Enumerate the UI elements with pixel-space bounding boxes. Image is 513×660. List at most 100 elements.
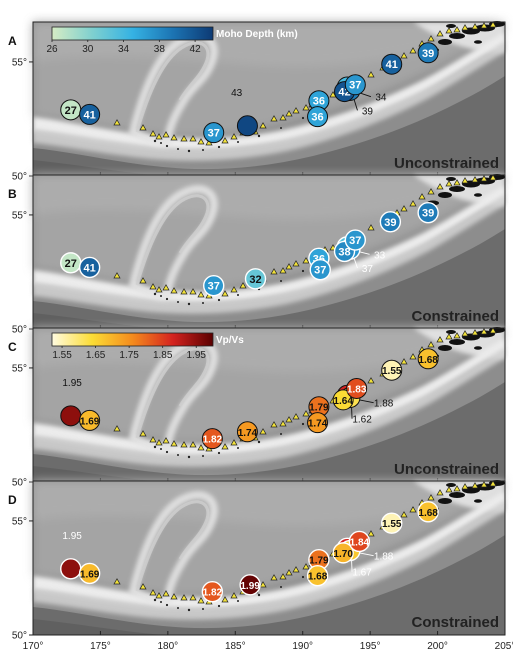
- station-circle: [381, 53, 403, 75]
- station-value-label: 1.68: [418, 355, 438, 366]
- volcano-icon: [471, 176, 479, 183]
- volcano-icon: [149, 130, 157, 137]
- volcano-icon: [400, 52, 408, 59]
- colorbar-tick-label: 1.65: [86, 350, 106, 361]
- station-circle: [239, 574, 261, 596]
- volcano-icon: [170, 593, 178, 600]
- station-value-label: 1.64: [333, 396, 353, 407]
- station-marker: 41: [381, 53, 403, 75]
- station-marker: 1.69: [79, 409, 101, 431]
- station-circle: [236, 115, 258, 137]
- station-marker: [60, 558, 82, 580]
- station-marker: 37: [309, 258, 331, 281]
- y-tick-label: 55°: [12, 57, 27, 68]
- x-tick-label: 200°: [427, 641, 448, 652]
- x-tick-label: 185°: [225, 641, 246, 652]
- volcano-icon: [409, 200, 417, 207]
- callout: 1.95: [62, 378, 82, 389]
- volcano-icon: [279, 573, 287, 580]
- y-tick-label: 50°: [12, 478, 27, 489]
- volcano-icon: [427, 188, 435, 195]
- station-value-label: 1.55: [382, 519, 402, 530]
- volcano-icon: [180, 135, 188, 142]
- panel-frame: [32, 480, 506, 636]
- station-marker: 32: [244, 268, 267, 290]
- volcano-icon: [113, 272, 121, 279]
- volcano-icon: [302, 104, 310, 111]
- station-circle: [344, 74, 366, 96]
- station-value-label: 37: [349, 235, 361, 247]
- volcano-icon: [436, 183, 444, 190]
- x-tick-label: 190°: [292, 641, 313, 652]
- station-marker: [60, 405, 82, 427]
- station-value-label: 1.83: [347, 384, 367, 395]
- volcano-icon: [279, 267, 287, 274]
- x-tick-label: 170°: [23, 641, 44, 652]
- colorbar-tick-label: 1.55: [52, 350, 72, 361]
- volcano-icon: [453, 26, 461, 33]
- station-marker: 37: [203, 122, 225, 144]
- station-value-label: 1.55: [382, 366, 402, 377]
- station-markers: 1.69 1.82 1.74 1.79 1.74 1.641.83 1.55 1.68: [60, 348, 439, 450]
- station-marker: [236, 115, 258, 137]
- station-value-label: 39: [422, 208, 434, 220]
- panel-corner-label: Unconstrained: [394, 155, 499, 172]
- volcano-icon: [113, 425, 121, 432]
- station-circle: [307, 106, 329, 128]
- volcano-icon: [445, 486, 453, 493]
- colorbar-tick-label: 34: [118, 44, 130, 55]
- volcano-icon: [270, 268, 278, 275]
- volcano-icon: [292, 107, 300, 114]
- volcano-icon: [197, 138, 205, 145]
- volcano-icon: [427, 35, 435, 42]
- panel-label: C: [8, 340, 17, 354]
- station-marker: 1.83: [346, 377, 368, 399]
- volcano-icon: [230, 133, 238, 140]
- volcano-icon: [409, 47, 417, 54]
- station-marker: 1.69: [78, 562, 101, 585]
- volcano-icon: [400, 358, 408, 365]
- volcano-icon: [471, 23, 479, 30]
- y-tick-label: 55°: [12, 363, 27, 374]
- station-value-label: 1.69: [80, 569, 100, 580]
- y-tick-label: 50°: [12, 631, 27, 642]
- station-circle: [332, 542, 354, 564]
- volcano-icon: [170, 134, 178, 141]
- station-marker: 1.68: [417, 348, 439, 370]
- callout-text: 1.95: [62, 531, 82, 542]
- volcano-icon: [189, 135, 197, 142]
- station-value-label: 1.74: [238, 428, 258, 439]
- station-value-label: 39: [422, 48, 434, 60]
- station-circle: [379, 211, 402, 233]
- volcano-icon: [489, 21, 497, 28]
- station-circle: [346, 377, 368, 399]
- station-circle: [417, 42, 439, 64]
- volcano-icon: [230, 439, 238, 446]
- volcano-icon: [285, 110, 293, 117]
- volcano-icon: [113, 119, 121, 126]
- volcano-icon: [453, 485, 461, 492]
- volcano-icon: [471, 329, 479, 336]
- station-marker: 42: [334, 81, 356, 103]
- volcano-icon: [367, 530, 375, 537]
- station-circle: [307, 412, 329, 434]
- x-tick-label: 205°: [495, 641, 513, 652]
- station-marker: 41: [78, 256, 101, 279]
- volcano-icon: [489, 327, 497, 334]
- station-circle: [344, 229, 367, 251]
- volcano-icon: [180, 594, 188, 601]
- panel-a: 50° 55° A Unconstrained Moho Depth (km) 26 30 3…: [8, 21, 505, 183]
- station-marker: 41: [79, 103, 101, 125]
- callout: 43: [231, 88, 243, 99]
- station-marker: 1.55: [381, 359, 403, 381]
- y-tick-label: 55°: [12, 516, 27, 527]
- callout: 1.95: [62, 531, 82, 542]
- volcano-icon: [409, 353, 417, 360]
- volcano-icon: [471, 482, 479, 489]
- colorbar-tick-label: 30: [82, 44, 94, 55]
- station-value-label: 36: [313, 96, 325, 108]
- volcano-icon: [221, 443, 229, 450]
- station-marker: 1.74: [236, 421, 258, 443]
